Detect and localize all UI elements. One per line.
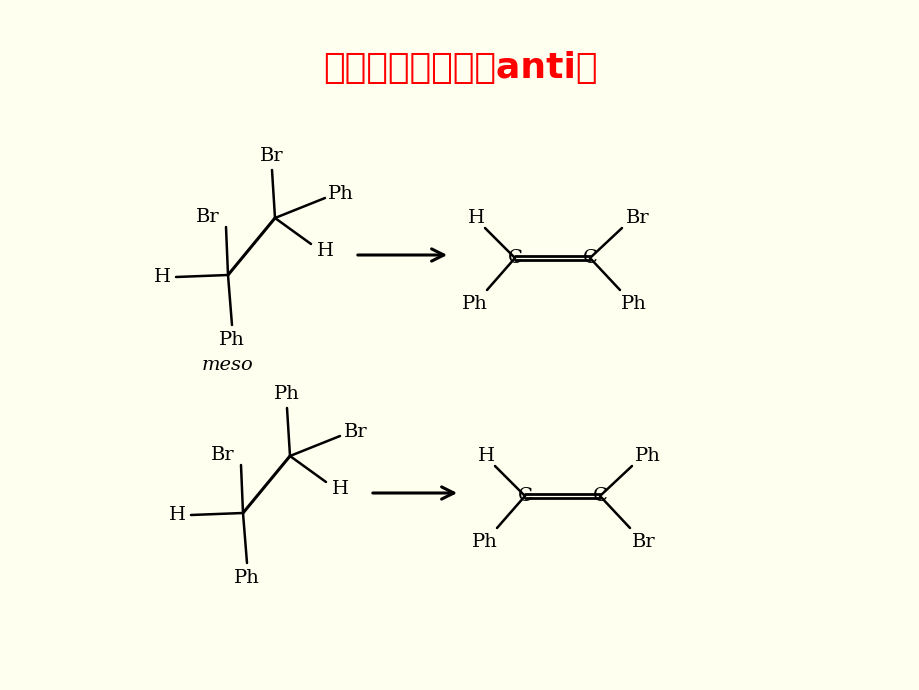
Text: C: C bbox=[517, 487, 532, 505]
Text: C: C bbox=[507, 249, 522, 267]
Text: C: C bbox=[592, 487, 607, 505]
Text: Ph: Ph bbox=[620, 295, 646, 313]
Text: meso: meso bbox=[202, 356, 254, 374]
Text: H: H bbox=[316, 242, 333, 260]
Text: Br: Br bbox=[631, 533, 655, 551]
Text: H: H bbox=[467, 209, 484, 227]
Text: Ph: Ph bbox=[634, 447, 660, 465]
Text: C: C bbox=[582, 249, 596, 267]
Text: Br: Br bbox=[260, 147, 283, 165]
Text: H: H bbox=[331, 480, 348, 498]
Text: Br: Br bbox=[211, 446, 234, 464]
Text: Ph: Ph bbox=[233, 569, 260, 587]
Text: Ph: Ph bbox=[328, 185, 354, 203]
Text: H: H bbox=[153, 268, 170, 286]
Text: Br: Br bbox=[196, 208, 220, 226]
Text: Ph: Ph bbox=[461, 295, 487, 313]
Text: Ph: Ph bbox=[274, 385, 300, 403]
Text: H: H bbox=[168, 506, 186, 524]
Text: （一）反式消除（anti）: （一）反式消除（anti） bbox=[323, 51, 596, 85]
Text: Ph: Ph bbox=[471, 533, 497, 551]
Text: Br: Br bbox=[626, 209, 649, 227]
Text: Br: Br bbox=[344, 423, 368, 441]
Text: Ph: Ph bbox=[219, 331, 244, 349]
Text: H: H bbox=[477, 447, 494, 465]
